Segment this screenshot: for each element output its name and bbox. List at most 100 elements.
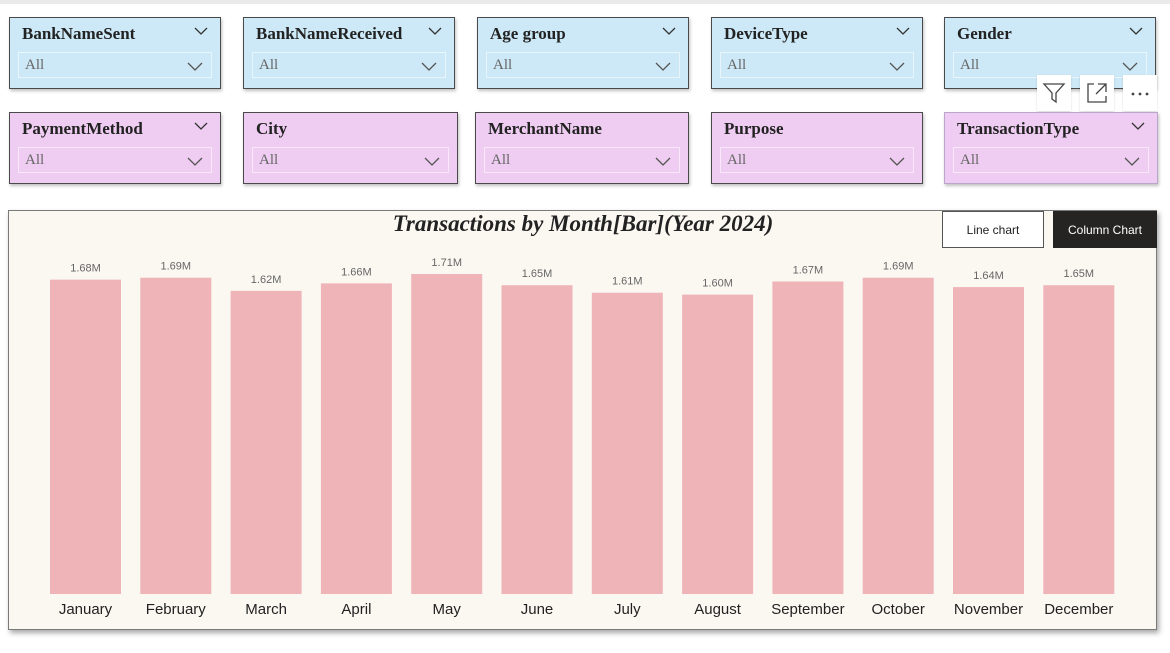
slicer-value: All — [727, 152, 747, 168]
slicer-title: City — [256, 119, 288, 138]
slicer-value: All — [25, 152, 45, 168]
slicer-value: All — [960, 57, 980, 73]
bar-june[interactable] — [501, 285, 573, 594]
data-label: 1.61M — [612, 276, 643, 288]
slicer-title: MerchantName — [488, 119, 602, 138]
slicer-dropdown[interactable]: All — [18, 52, 212, 78]
data-label: 1.60M — [702, 278, 733, 290]
data-label: 1.67M — [793, 264, 824, 276]
slicer-value: All — [259, 152, 279, 168]
chevron-down-icon[interactable] — [1131, 122, 1145, 130]
chevron-down-icon — [889, 62, 905, 71]
slicer-title: PaymentMethod — [22, 119, 143, 138]
focus-mode-icon[interactable] — [1080, 75, 1114, 111]
line-chart-button[interactable]: Line chart — [942, 211, 1044, 248]
data-label: 1.62M — [251, 274, 282, 286]
chevron-down-icon — [1124, 157, 1140, 166]
chevron-down-icon — [424, 157, 440, 166]
slicer-value: All — [491, 152, 511, 168]
x-tick-label: December — [1044, 601, 1113, 618]
x-tick-label: September — [771, 601, 844, 618]
bar-july[interactable] — [591, 292, 663, 594]
slicer-payment-method[interactable]: PaymentMethod All — [9, 112, 221, 184]
chevron-down-icon — [1122, 62, 1138, 71]
chevron-down-icon[interactable] — [428, 27, 442, 35]
slicer-city[interactable]: City All — [243, 112, 458, 184]
slicer-dropdown[interactable]: All — [484, 147, 680, 173]
more-options-icon[interactable] — [1123, 75, 1157, 111]
slicer-value: All — [25, 57, 45, 73]
bar-may[interactable] — [411, 274, 483, 594]
x-tick-label: June — [521, 601, 554, 618]
bar-april[interactable] — [320, 283, 392, 594]
slicer-value: All — [960, 152, 980, 168]
slicer-dropdown[interactable]: All — [252, 52, 446, 78]
bar-december[interactable] — [1043, 285, 1115, 594]
slicer-title: BankNameSent — [22, 24, 136, 43]
data-label: 1.65M — [1064, 268, 1095, 280]
x-tick-label: August — [694, 601, 742, 618]
slicer-title: TransactionType — [957, 119, 1080, 138]
data-label: 1.71M — [431, 257, 462, 269]
chevron-down-icon — [421, 62, 437, 71]
visual-header — [1037, 75, 1158, 111]
data-label: 1.65M — [522, 268, 553, 280]
slicer-age-group[interactable]: Age group All — [477, 17, 689, 89]
data-label: 1.68M — [70, 263, 101, 275]
chevron-down-icon — [889, 157, 905, 166]
slicer-device-type[interactable]: DeviceType All — [711, 17, 923, 89]
bar-august[interactable] — [682, 294, 754, 594]
slicer-transaction-type[interactable]: TransactionType All — [944, 112, 1158, 184]
chevron-down-icon[interactable] — [1129, 27, 1143, 35]
bar-october[interactable] — [862, 277, 934, 594]
x-tick-label: January — [59, 601, 113, 618]
x-tick-label: February — [146, 601, 207, 618]
slicer-dropdown[interactable]: All — [953, 147, 1149, 173]
chevron-down-icon[interactable] — [662, 27, 676, 35]
slicer-purpose[interactable]: Purpose All — [711, 112, 923, 184]
slicer-dropdown[interactable]: All — [720, 147, 914, 173]
slicer-merchant-name[interactable]: MerchantName All — [475, 112, 689, 184]
x-tick-label: November — [954, 601, 1023, 618]
slicer-dropdown[interactable]: All — [18, 147, 212, 173]
chevron-down-icon — [655, 157, 671, 166]
chart-title-text: Transactions by Month[Bar](Year 2024) — [392, 211, 774, 236]
slicer-value: All — [727, 57, 747, 73]
column-chart-button[interactable]: Column Chart — [1053, 211, 1157, 248]
data-label: 1.66M — [341, 266, 372, 278]
bar-november[interactable] — [953, 287, 1024, 594]
chevron-down-icon — [187, 157, 203, 166]
bar-march[interactable] — [230, 290, 302, 594]
bar-january[interactable] — [50, 279, 121, 594]
slicer-title: DeviceType — [724, 24, 808, 43]
slicer-title: Purpose — [724, 119, 784, 138]
x-tick-label: April — [341, 601, 371, 618]
chevron-down-icon[interactable] — [896, 27, 910, 35]
data-label: 1.69M — [161, 261, 192, 273]
chevron-down-icon — [655, 62, 671, 71]
top-divider — [0, 0, 1170, 4]
x-tick-label: March — [245, 601, 287, 618]
slicer-title: Gender — [957, 24, 1012, 43]
bar-september[interactable] — [772, 281, 844, 594]
slicer-value: All — [493, 57, 513, 73]
chevron-down-icon[interactable] — [194, 122, 208, 130]
x-tick-label: May — [433, 601, 462, 618]
chevron-down-icon — [187, 62, 203, 71]
slicer-value: All — [259, 57, 279, 73]
chart-title: Transactions by Month[Bar](Year 2024) — [0, 211, 1166, 237]
slicer-dropdown[interactable]: All — [720, 52, 914, 78]
slicer-bank-name-received[interactable]: BankNameReceived All — [243, 17, 455, 89]
chevron-down-icon[interactable] — [194, 27, 208, 35]
data-label: 1.69M — [883, 261, 914, 273]
slicer-title: Age group — [490, 24, 566, 43]
slicer-bank-name-sent[interactable]: BankNameSent All — [9, 17, 221, 89]
filter-icon[interactable] — [1037, 75, 1071, 111]
slicer-title: BankNameReceived — [256, 24, 403, 43]
data-label: 1.64M — [973, 270, 1004, 282]
slicer-dropdown[interactable]: All — [252, 147, 449, 173]
x-tick-label: October — [872, 601, 925, 618]
bar-february[interactable] — [140, 277, 212, 594]
slicer-dropdown[interactable]: All — [486, 52, 680, 78]
